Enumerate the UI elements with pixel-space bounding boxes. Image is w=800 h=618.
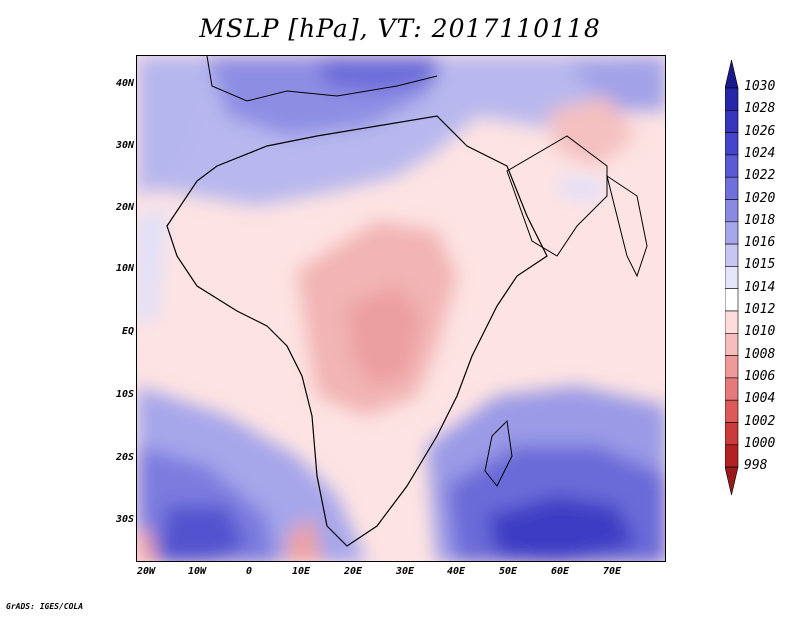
colorbar-box	[725, 109, 739, 133]
colorbar-top-arrow	[725, 60, 739, 89]
colorbar-box	[725, 87, 739, 111]
lat-tick-label: 20S	[115, 452, 134, 463]
colorbar-box	[725, 377, 739, 401]
colorbar-box	[725, 176, 739, 200]
colorbar-level-label: 1024	[744, 145, 776, 161]
colorbar	[725, 60, 739, 496]
credit-text: GrADS: IGES/COLA	[6, 602, 84, 611]
lon-tick-label: 20W	[136, 566, 156, 577]
lon-tick-label: 40E	[446, 566, 466, 577]
colorbar-box	[725, 444, 739, 468]
lat-tick-label: 20N	[115, 202, 134, 213]
colorbar-level-label: 1010	[744, 324, 776, 340]
colorbar-box	[725, 332, 739, 356]
colorbar-level-label: 1012	[744, 302, 776, 317]
lon-tick-label: 60E	[550, 566, 570, 577]
lat-tick-label: 10S	[115, 389, 134, 400]
lon-tick-label: 50E	[498, 566, 518, 577]
colorbar-box	[725, 154, 739, 178]
colorbar-level-label: 1022	[744, 168, 776, 184]
colorbar-level-label: 1028	[744, 101, 776, 117]
colorbar-level-label: 1030	[744, 79, 776, 94]
lon-tick-label: 70E	[602, 566, 622, 577]
lon-tick-label: 30E	[395, 566, 415, 577]
colorbar-level-label: 1020	[744, 190, 776, 206]
mslp-field	[137, 56, 665, 561]
colorbar-bottom-arrow	[725, 466, 739, 496]
colorbar-level-label: 1018	[744, 212, 776, 228]
colorbar-box	[725, 288, 739, 312]
colorbar-box	[725, 355, 739, 379]
lon-tick-label: 20E	[343, 566, 363, 577]
colorbar-box	[725, 132, 739, 156]
lat-tick-label: 40N	[115, 78, 134, 89]
colorbar-level-label: 1008	[744, 346, 776, 362]
lon-tick-label: 0	[245, 566, 253, 577]
colorbar-box	[725, 266, 739, 289]
colorbar-level-label: 1026	[744, 123, 776, 139]
lat-tick-label: 30S	[115, 514, 134, 525]
colorbar-box	[725, 199, 739, 223]
colorbar-level-label: 1016	[744, 235, 776, 251]
colorbar-box	[725, 422, 739, 446]
colorbar-box	[725, 221, 739, 245]
colorbar-level-label: 1006	[744, 368, 776, 384]
lon-tick-label: 10E	[291, 566, 311, 577]
colorbar-box	[725, 243, 739, 267]
lon-tick-label: 10W	[187, 566, 207, 577]
colorbar-level-label: 998	[744, 458, 768, 474]
lat-tick-label: EQ	[121, 326, 134, 337]
colorbar-level-label: 1014	[744, 279, 776, 295]
colorbar-level-label: 1015	[744, 257, 776, 273]
colorbar-level-label: 1004	[744, 391, 776, 407]
map-title: MSLP [hPa], VT: 2017110118	[199, 14, 601, 43]
lat-tick-label: 10N	[115, 263, 134, 274]
colorbar-box	[725, 310, 739, 334]
lat-tick-label: 30N	[115, 140, 134, 151]
colorbar-level-label: 1000	[744, 435, 776, 451]
colorbar-level-label: 1002	[744, 413, 776, 429]
map-panel	[136, 55, 666, 562]
colorbar-box	[725, 399, 739, 423]
